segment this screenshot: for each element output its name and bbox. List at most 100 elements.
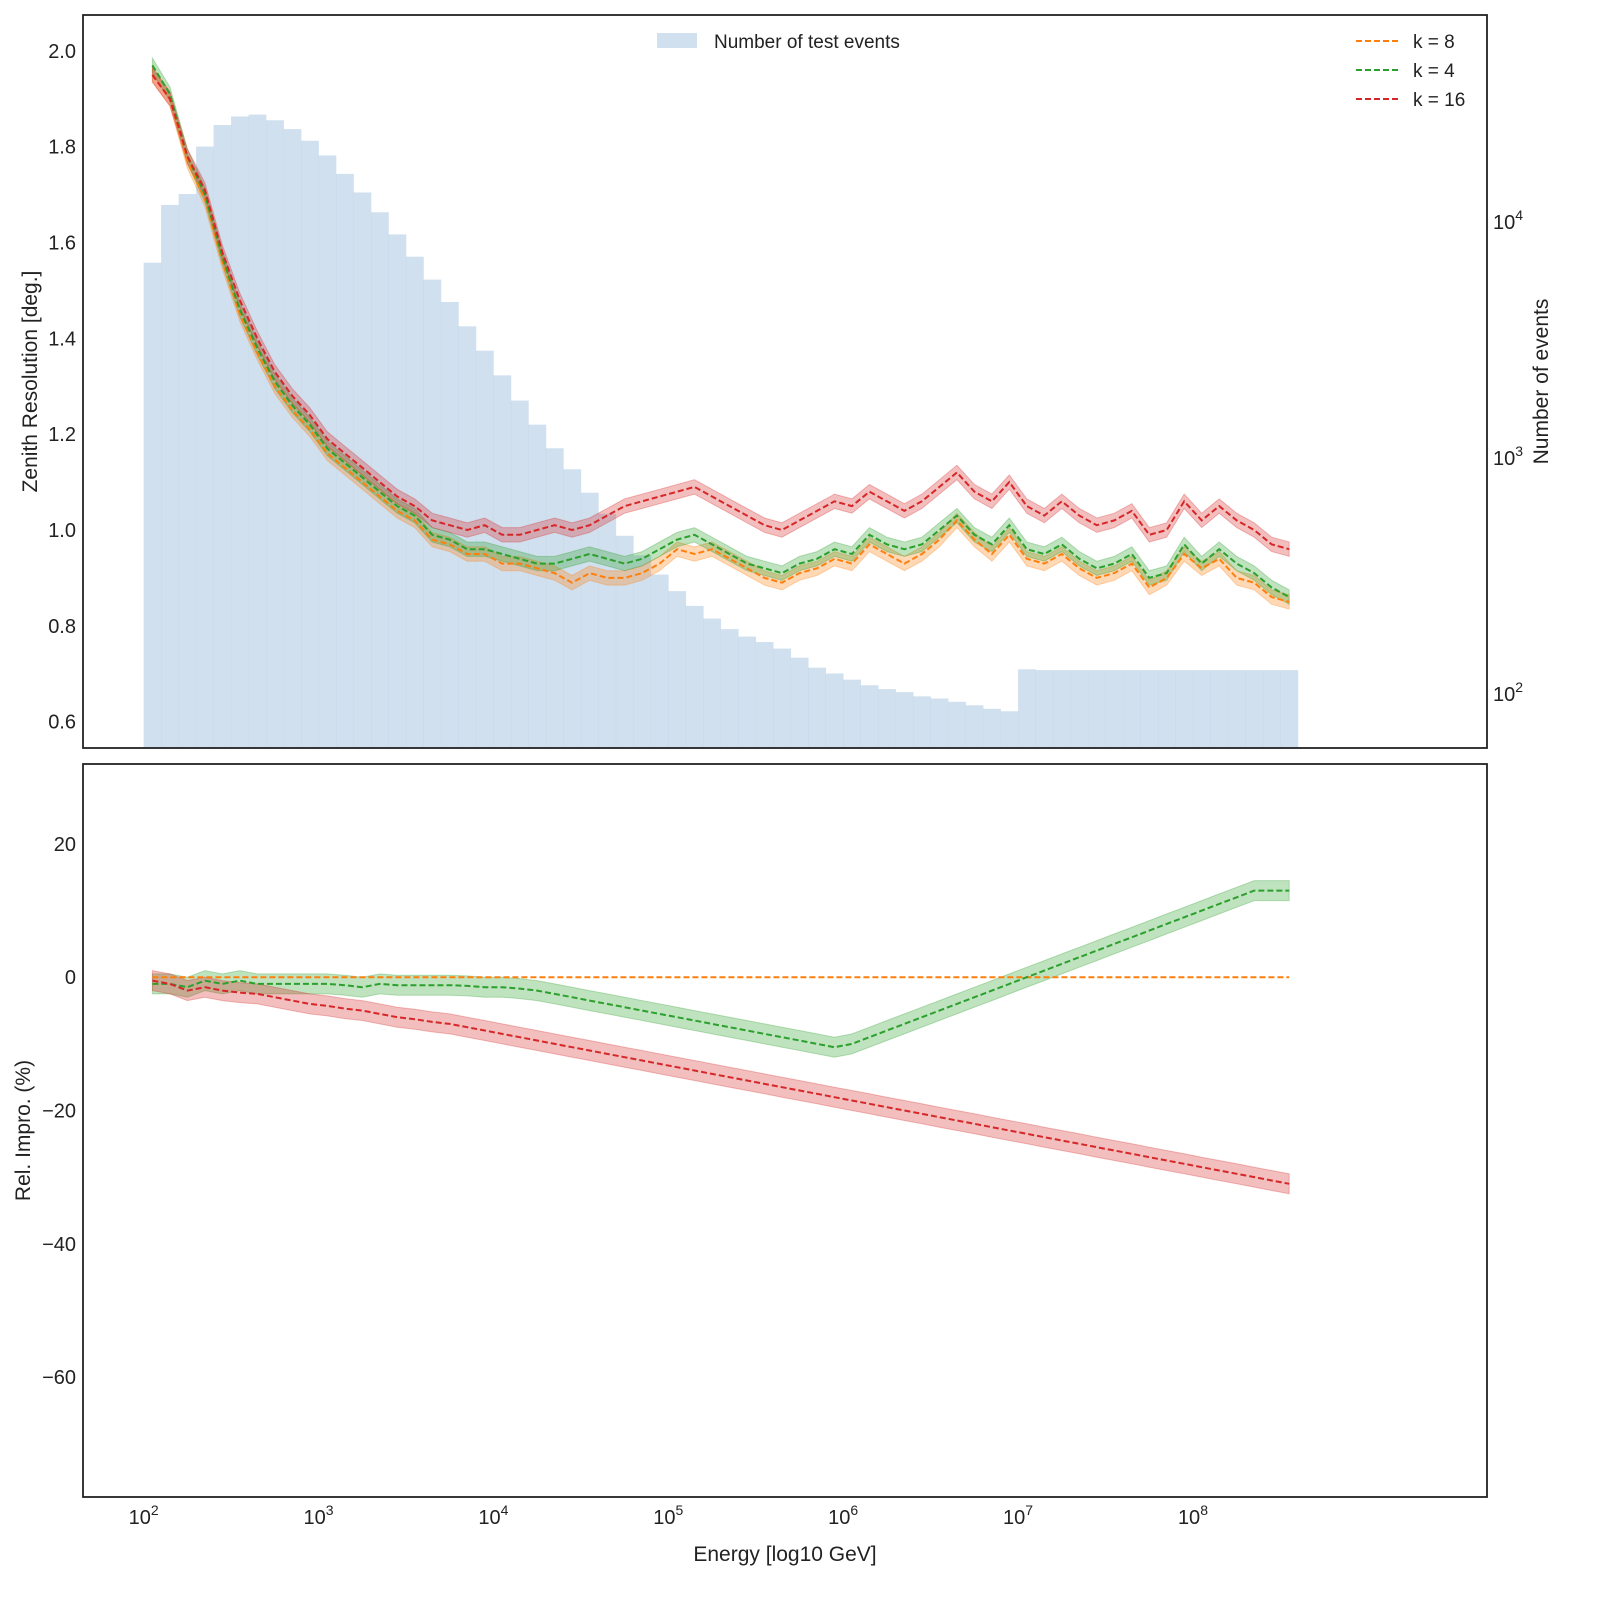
histogram-bar	[825, 673, 844, 748]
histogram-bar	[965, 705, 984, 748]
histogram-bar	[563, 469, 582, 748]
histogram-bar	[1157, 670, 1176, 748]
histogram-bar	[283, 129, 302, 748]
histogram-bar	[790, 657, 809, 748]
histogram-bar	[843, 679, 861, 748]
histogram-bar	[545, 448, 564, 748]
histogram-bar	[353, 192, 372, 748]
histogram-bar	[1000, 711, 1019, 748]
histogram-bar	[336, 173, 354, 748]
histogram-bar	[178, 194, 197, 748]
y-tick-label: 2.0	[48, 41, 76, 63]
y-tick-label: −20	[42, 1101, 76, 1123]
y2-axis-label: Number of events	[1530, 299, 1553, 465]
top-axes-frame	[82, 14, 1488, 749]
series-line	[151, 74, 1290, 551]
histogram-bar	[371, 212, 389, 748]
x-tick-label: 103	[304, 1502, 334, 1529]
y-tick-label: 0.8	[48, 616, 76, 638]
relative-improvement-panel: −60 −40 −20 0 20 102 103 104 105 106 107 108 Rel. Im…	[12, 763, 1488, 1566]
histogram-bar	[738, 636, 757, 748]
histogram-bar	[878, 689, 896, 748]
histogram-bar	[895, 692, 914, 748]
histogram-legend: Number of test events	[657, 32, 900, 53]
y-tick-label: 0.6	[48, 712, 76, 734]
histogram-bar	[650, 574, 669, 748]
histogram-bar	[1105, 670, 1124, 748]
y2-tick-label: 103	[1493, 443, 1523, 470]
histogram-bar	[161, 204, 179, 748]
series-group	[151, 880, 1290, 1195]
histogram-bar	[405, 256, 424, 748]
histogram	[143, 114, 1299, 748]
x-tick-label: 107	[1003, 1502, 1033, 1529]
series-band	[151, 66, 1290, 610]
histogram-bar	[528, 424, 547, 748]
histogram-bar	[580, 492, 599, 748]
histogram-bar	[773, 648, 792, 748]
histogram-bar	[1192, 670, 1211, 748]
series-line	[151, 74, 1290, 603]
y-axis-label: Rel. Impro. (%)	[12, 1060, 35, 1201]
histogram-bar	[983, 708, 1001, 748]
histogram-bar	[1053, 670, 1071, 748]
series-band	[151, 66, 1290, 558]
y-tick-label: −40	[42, 1234, 76, 1256]
histogram-bar	[1140, 670, 1159, 748]
histogram-bar	[1245, 670, 1264, 748]
x-tick-label: 108	[1178, 1502, 1208, 1529]
legend-label: Number of test events	[714, 32, 900, 53]
series-line	[152, 979, 1290, 1185]
legend-label: k = 4	[1413, 61, 1455, 82]
histogram-bar	[755, 642, 774, 748]
histogram-bar	[860, 685, 879, 748]
histogram-bar	[388, 234, 407, 748]
y-axis-label: Zenith Resolution [deg.]	[19, 271, 42, 493]
legend-label: k = 8	[1413, 32, 1455, 53]
series-line	[151, 64, 1290, 598]
bottom-axes-frame	[82, 763, 1488, 1498]
histogram-bar	[930, 698, 949, 748]
x-tick-label: 104	[478, 1502, 508, 1529]
histogram-bar	[143, 262, 162, 748]
histogram-bar	[1280, 670, 1299, 748]
histogram-bar	[423, 279, 442, 748]
y-tick-label: 1.0	[48, 520, 76, 542]
histogram-bar	[685, 605, 704, 748]
histogram-bar	[1070, 670, 1089, 748]
y-tick-label: −60	[42, 1367, 76, 1389]
histogram-bar	[266, 120, 284, 748]
histogram-bar	[213, 125, 232, 748]
histogram-bar	[913, 696, 931, 748]
histogram-bar	[1175, 670, 1194, 748]
legend-swatch	[657, 33, 697, 48]
series-band	[151, 969, 1290, 1195]
histogram-bar	[1262, 670, 1281, 748]
x-tick-label: 105	[653, 1502, 683, 1529]
histogram-bar	[248, 114, 267, 748]
series-legend: k = 8 k = 4 k = 16	[1356, 32, 1465, 111]
histogram-bar	[668, 591, 687, 748]
histogram-bar	[720, 629, 739, 748]
zenith-resolution-panel: 0.6 0.8 1.0 1.2 1.4 1.6 1.8 2.0 102 103 104 Zenith …	[19, 14, 1553, 749]
series-line	[152, 889, 1290, 1049]
histogram-bar	[948, 701, 966, 748]
histogram-bar	[633, 555, 652, 748]
x-tick-label: 106	[828, 1502, 858, 1529]
histogram-bar	[1123, 670, 1141, 748]
histogram-bar	[1018, 669, 1036, 748]
y-tick-label: 1.2	[48, 424, 76, 446]
histogram-bar	[1088, 670, 1106, 748]
legend-label: k = 16	[1413, 90, 1465, 111]
series-band	[151, 880, 1290, 1058]
series-band	[151, 56, 1290, 606]
histogram-bar	[598, 513, 617, 748]
x-axis-label: Energy [log10 GeV]	[693, 1543, 876, 1566]
histogram-bar	[231, 116, 249, 748]
histogram-bar	[196, 146, 214, 748]
histogram-bar	[615, 535, 634, 748]
y2-tick-label: 104	[1493, 207, 1523, 234]
histogram-bar	[1035, 670, 1054, 748]
histogram-bar	[1210, 670, 1229, 748]
